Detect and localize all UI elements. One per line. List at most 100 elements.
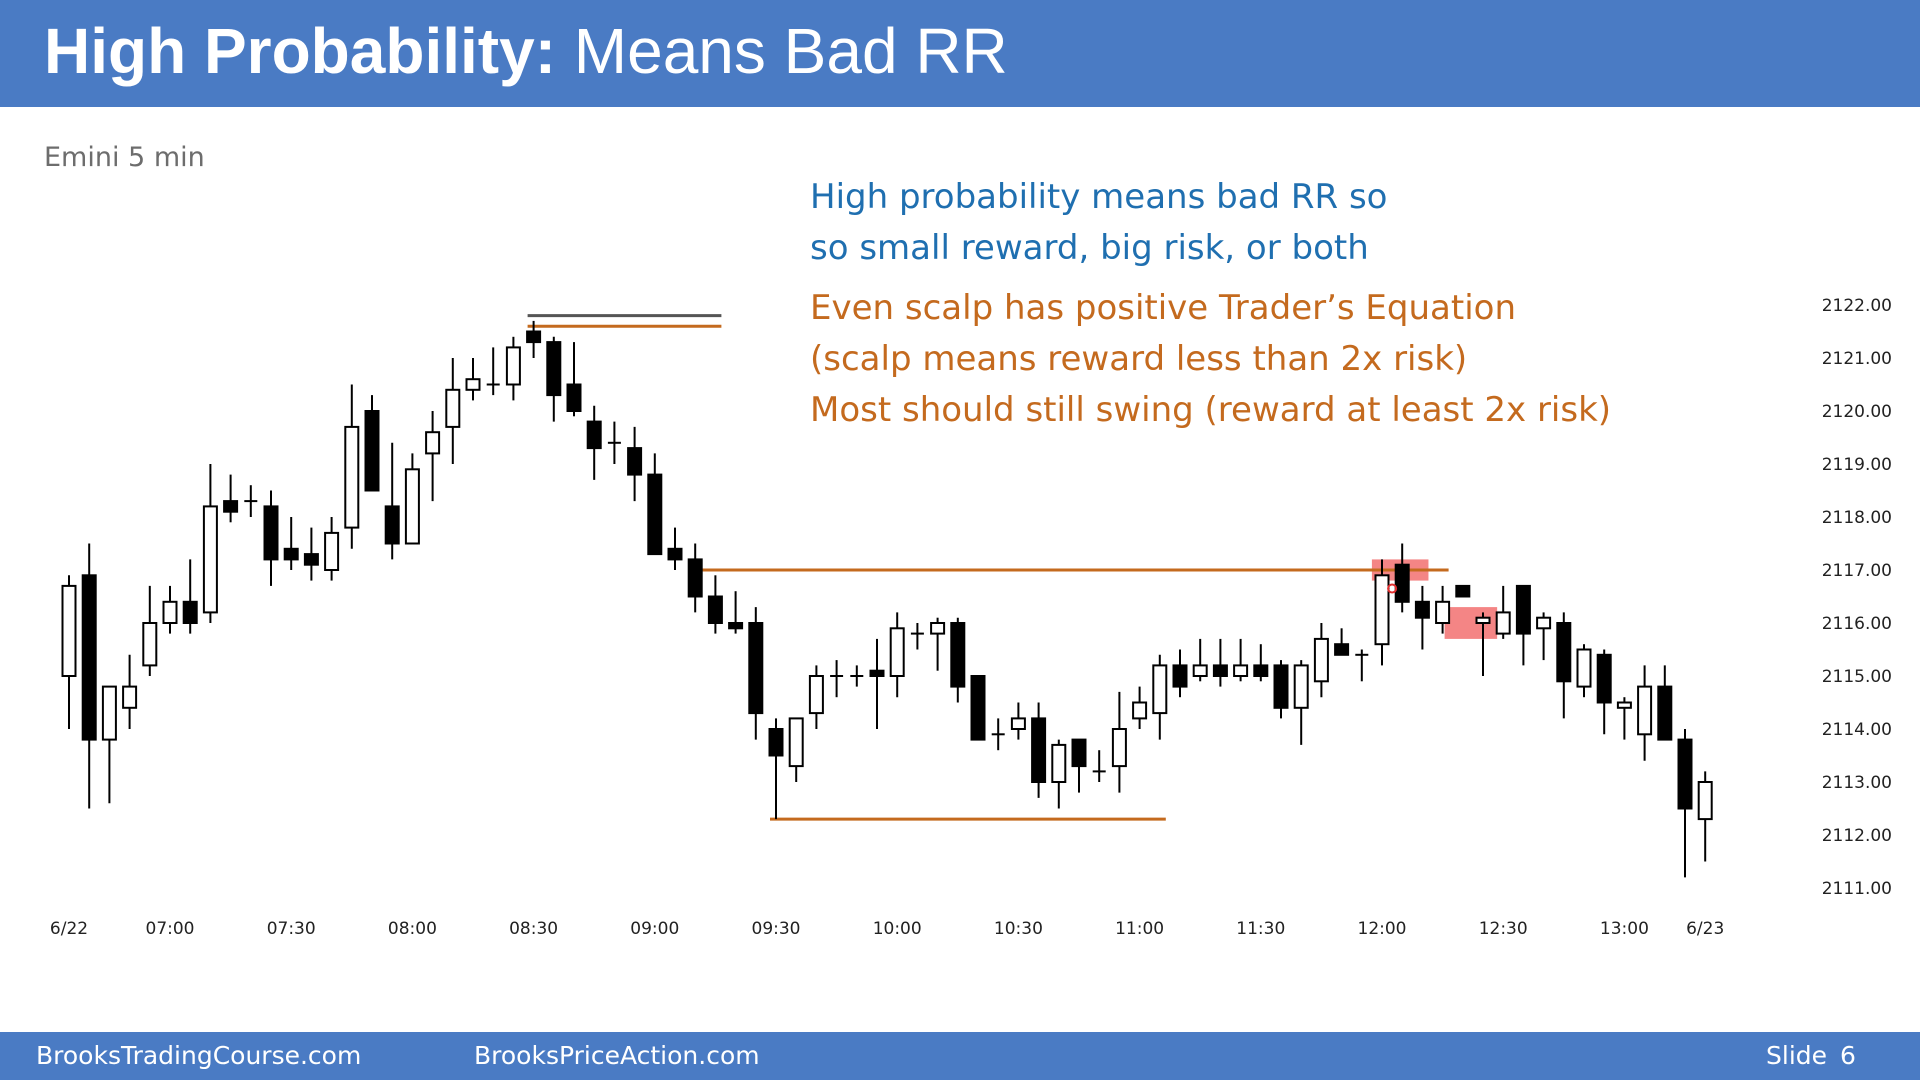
candle-body-bull <box>324 531 340 572</box>
y-tick-label: 2112.00 <box>1822 826 1892 846</box>
candle-body-bull <box>808 675 824 715</box>
x-tick-label: 07:00 <box>146 919 195 939</box>
candle-body-bull <box>122 685 138 709</box>
candle-body-bear <box>687 558 703 598</box>
x-tick-label: 09:30 <box>752 919 801 939</box>
candle-body-bull <box>1313 637 1329 683</box>
candle-body-bull <box>1152 664 1168 715</box>
candle-body-bull <box>1293 664 1309 709</box>
candle-body-bear <box>1273 664 1289 709</box>
x-tick-label: 09:00 <box>630 919 679 939</box>
candle-body-bear <box>586 420 602 450</box>
candle-body-bull <box>1132 701 1148 720</box>
y-tick-label: 2117.00 <box>1822 561 1892 581</box>
candle-body-bull <box>930 622 946 635</box>
x-tick-label: 6/23 <box>1686 919 1724 939</box>
candle-body-bull <box>1495 611 1511 635</box>
x-tick-label: 11:00 <box>1115 919 1164 939</box>
note-line: (scalp means reward less than 2x risk) <box>810 339 1468 379</box>
candle-body-bear <box>1253 664 1269 678</box>
candle-body-bull <box>404 468 420 545</box>
candle-body-bull <box>788 717 804 768</box>
candle-body-bull <box>889 627 905 677</box>
y-tick-label: 2115.00 <box>1822 667 1892 687</box>
note-line: Most should still swing (reward at least… <box>810 390 1612 430</box>
candle-body-bear <box>223 500 239 513</box>
candle-body-bear <box>1334 643 1350 656</box>
chart-subtitle: Emini 5 min <box>44 142 205 173</box>
candle-body-bull <box>1475 616 1491 625</box>
y-tick-label: 2116.00 <box>1822 614 1892 634</box>
x-tick-label: 10:00 <box>873 919 922 939</box>
x-tick-label: 08:00 <box>388 919 437 939</box>
candle-body-bear <box>526 330 542 344</box>
slide-title-bold: High Probability: <box>44 15 556 87</box>
candle-body-bear <box>728 622 744 630</box>
candle-body-bull <box>1233 664 1249 678</box>
candle-body-bear <box>1596 653 1612 704</box>
x-tick-label: 12:00 <box>1358 919 1407 939</box>
candle-body-bull <box>1051 743 1067 784</box>
slide-label: Slide <box>1766 1041 1828 1070</box>
footer-bar: BrooksTradingCourse.com BrooksPriceActio… <box>0 1032 1920 1080</box>
candle-body-bear <box>768 728 784 757</box>
candle-body-bear <box>283 547 299 561</box>
x-tick-label: 13:00 <box>1600 919 1649 939</box>
candle-body-bear <box>303 553 319 566</box>
candle-body-bull <box>1435 600 1451 624</box>
candle-body-bear <box>384 505 400 545</box>
y-tick-label: 2119.00 <box>1822 455 1892 475</box>
slide-title-rest: Means Bad RR <box>556 15 1008 87</box>
x-tick-label: 12:30 <box>1479 919 1528 939</box>
footer-center-link[interactable]: BrooksPriceAction.com <box>474 1041 760 1070</box>
candle-body-bull <box>202 505 218 614</box>
candle-body-bear <box>81 574 97 741</box>
x-tick-label: 08:30 <box>509 919 558 939</box>
candle-body-bear <box>1071 738 1087 768</box>
candle-body-bear <box>1414 600 1430 619</box>
notes-block: High probability means bad RR so so smal… <box>810 172 1611 436</box>
candle-body-bull <box>142 622 158 667</box>
candle-body-bear <box>1031 717 1047 784</box>
candle-body-bear <box>1394 563 1410 603</box>
note-line: so small reward, big risk, or both <box>810 228 1369 268</box>
candle-body-bull <box>1192 664 1208 678</box>
candle-body-bull <box>1576 648 1592 688</box>
candle-body-bull <box>61 584 77 678</box>
entry-marker <box>1387 583 1398 594</box>
x-tick-label: 6/22 <box>50 919 88 939</box>
candle-body-bull <box>1374 574 1390 646</box>
candle-body-bull <box>344 425 360 529</box>
y-tick-label: 2114.00 <box>1822 720 1892 740</box>
candle-body-bull <box>1010 717 1026 731</box>
note-line: High probability means bad RR so <box>810 177 1388 217</box>
candle-body-bear <box>1172 664 1188 688</box>
candle-body-bull <box>162 600 178 624</box>
candle-body-bear <box>1455 584 1471 598</box>
candle-body-bear <box>182 600 198 624</box>
candle-body-bull <box>1637 685 1653 736</box>
candle-body-bull <box>101 685 117 741</box>
candle-body-bear <box>748 622 764 715</box>
candle-body-bear <box>1677 738 1693 810</box>
candle-body-bull <box>1616 701 1632 709</box>
y-tick-label: 2118.00 <box>1822 508 1892 528</box>
candle-body-bear <box>970 675 986 741</box>
candle-body-bull <box>425 431 441 455</box>
y-tick-label: 2122.00 <box>1822 296 1892 316</box>
y-tick-label: 2113.00 <box>1822 773 1892 793</box>
note-line: Even scalp has positive Trader’s Equatio… <box>810 288 1516 328</box>
candle-body-bear <box>869 669 885 678</box>
slide-title: High Probability: Means Bad RR <box>44 14 1008 88</box>
candle-body-bear <box>1657 685 1673 741</box>
candle-body-bull <box>1111 728 1127 768</box>
candle-body-bear <box>1212 664 1228 678</box>
candle-body-bull <box>1697 781 1713 821</box>
y-tick-label: 2121.00 <box>1822 349 1892 369</box>
candle-body-bear <box>950 622 966 688</box>
footer-left-link[interactable]: BrooksTradingCourse.com <box>36 1041 362 1070</box>
candle-body-bear <box>364 410 380 492</box>
candle-body-bear <box>667 547 683 561</box>
candle-body-bear <box>707 595 723 624</box>
